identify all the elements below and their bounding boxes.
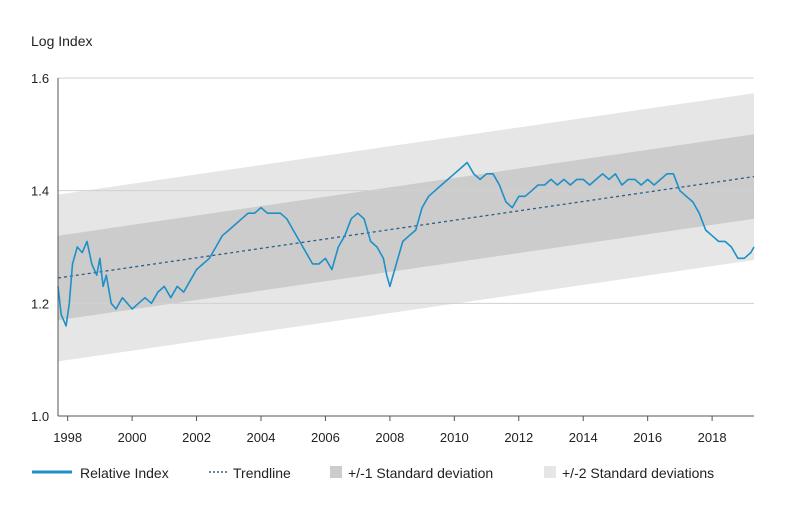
lines-layer <box>57 161 755 327</box>
x-tick-label: 2018 <box>698 430 727 445</box>
legend-band-2sd-swatch <box>544 466 556 478</box>
axes-layer: 1.0 1.2 1.4 1.6 1998 2000 2002 2004 2006 2008 2010… <box>31 71 754 445</box>
legend-trendline-label: Trendline <box>233 465 291 481</box>
x-tick-label: 2008 <box>375 430 404 445</box>
y-tick-label: 1.0 <box>31 409 49 424</box>
legend-band-1sd-label: +/-1 Standard deviation <box>348 465 493 481</box>
x-tick-label: 2016 <box>633 430 662 445</box>
y-tick-label: 1.4 <box>31 184 49 199</box>
x-tick-label: 1998 <box>53 430 82 445</box>
x-tick-label: 2012 <box>504 430 533 445</box>
x-tick-label: 2006 <box>311 430 340 445</box>
grid-layer <box>58 77 754 304</box>
legend: Relative Index Trendline +/-1 Standard dev… <box>32 465 714 481</box>
x-tick-label: 2002 <box>182 430 211 445</box>
legend-band-2sd-label: +/-2 Standard deviations <box>562 465 714 481</box>
legend-relative-index-label: Relative Index <box>80 465 169 481</box>
y-tick-label: 1.6 <box>31 71 49 86</box>
relative-index-line <box>57 161 755 327</box>
y-axis-label: Log Index <box>31 33 93 49</box>
x-tick-label: 2014 <box>569 430 598 445</box>
legend-band-1sd-swatch <box>330 466 342 478</box>
x-tick-label: 2010 <box>440 430 469 445</box>
x-tick-label: 2000 <box>118 430 147 445</box>
band-1sd <box>58 134 754 321</box>
y-tick-label: 1.2 <box>31 296 49 311</box>
bands-layer <box>58 93 754 362</box>
x-tick-label: 2004 <box>247 430 276 445</box>
